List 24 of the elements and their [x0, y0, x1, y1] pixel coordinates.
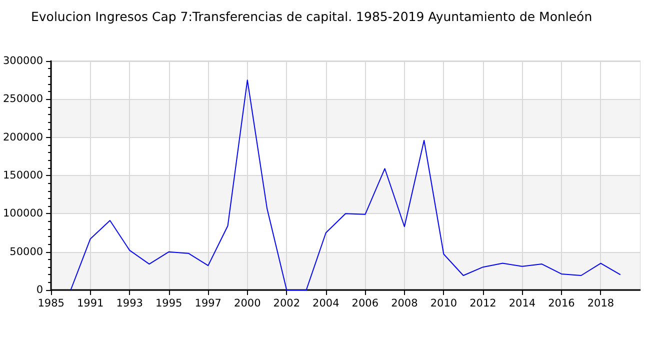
y-tick-label: 250000 — [2, 93, 44, 106]
y-tick-label: 50000 — [10, 246, 44, 258]
x-tick-label: 2006 — [352, 298, 379, 310]
y-tick-label: 100000 — [2, 208, 44, 220]
x-tick-label: 2002 — [273, 298, 300, 310]
x-tick-label: 2010 — [430, 298, 458, 310]
line-series — [70, 80, 621, 290]
x-tick-label: 1997 — [194, 298, 222, 310]
x-tick-label: 1991 — [76, 298, 104, 310]
x-tick-label: 2008 — [391, 298, 418, 310]
x-tick-label: 2000 — [234, 298, 261, 310]
x-tick-label: 1995 — [156, 298, 182, 310]
y-tick-label: 200000 — [2, 131, 44, 144]
chart-title: Evolucion Ingresos Cap 7:Transferencias de capital. 1985-2019 Ayuntamiento de Monleón — [31, 9, 592, 24]
y-tick-label: 0 — [36, 284, 44, 296]
x-tick-label: 2018 — [587, 298, 614, 310]
x-tick-label: 1985 — [38, 298, 64, 310]
x-tick-label: 2004 — [312, 298, 340, 310]
y-tick-label: 300000 — [2, 55, 44, 67]
x-tick-label: 2012 — [470, 298, 496, 310]
y-tick-label: 150000 — [2, 170, 44, 182]
x-tick-label: 2014 — [508, 298, 536, 310]
x-tick-label: 2016 — [548, 298, 576, 310]
x-tick-label: 1993 — [116, 298, 143, 310]
